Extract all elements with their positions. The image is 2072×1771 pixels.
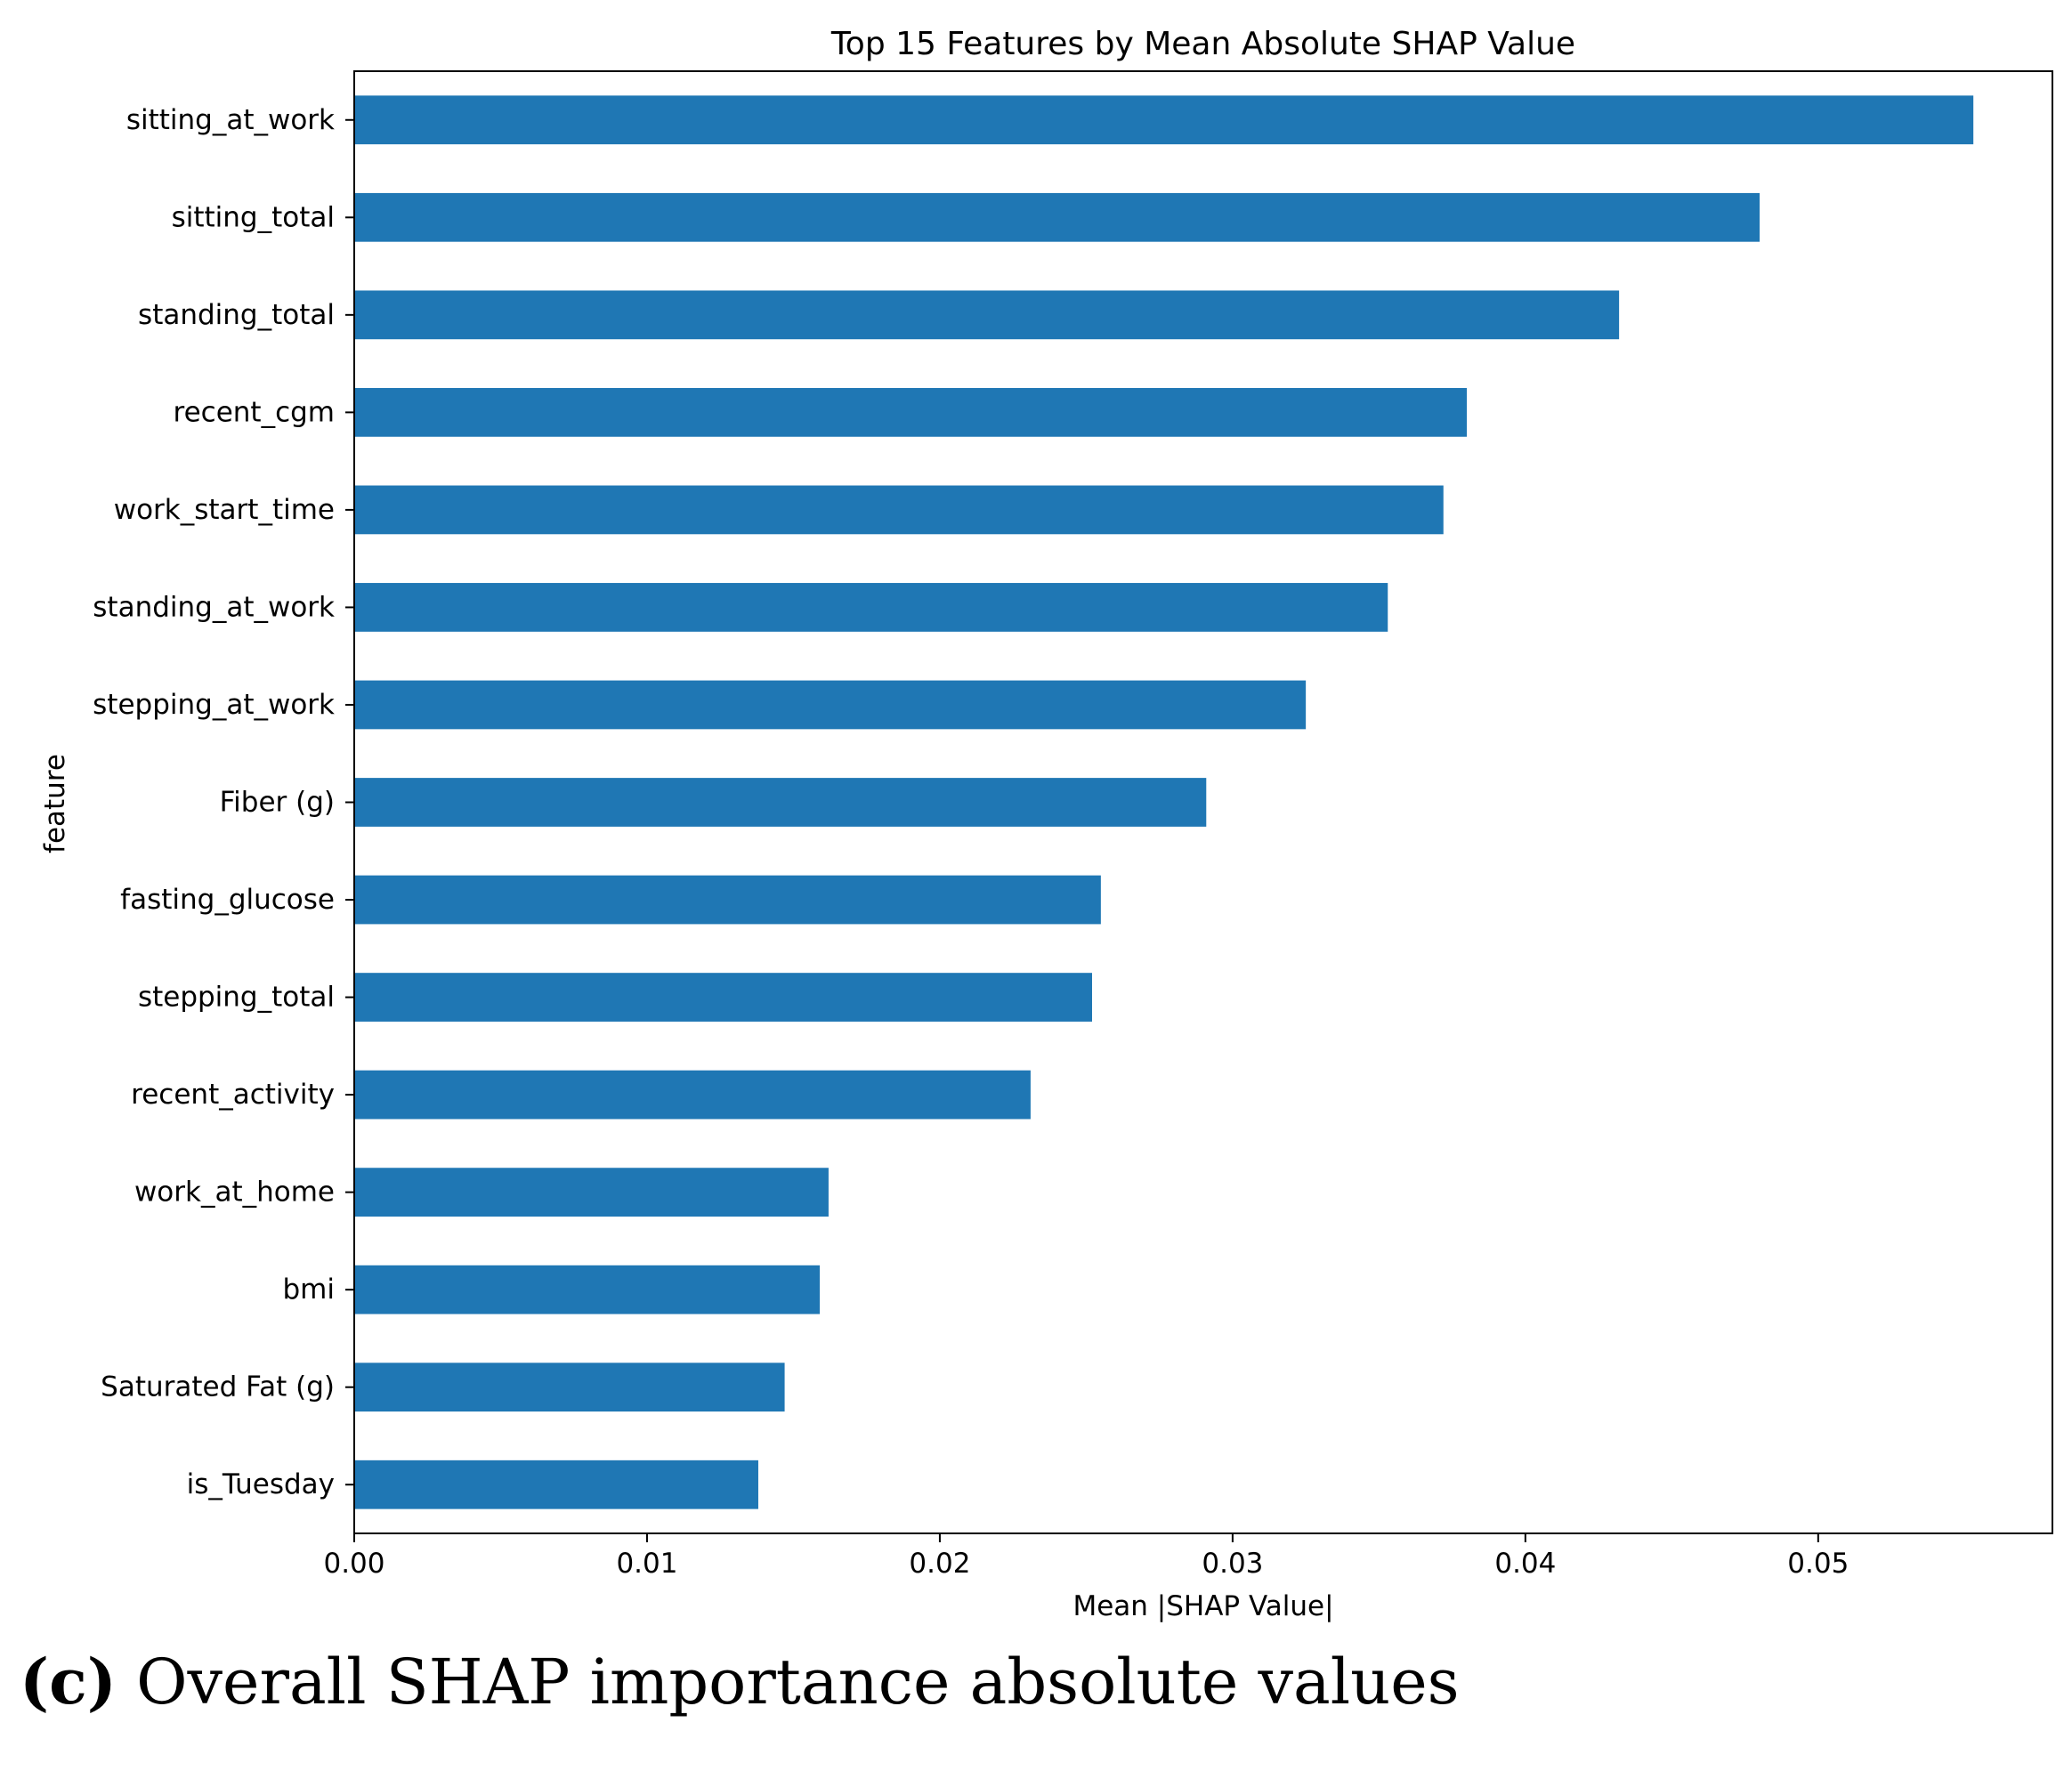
y-tick-label: sitting_total xyxy=(172,201,335,233)
y-tick-label: work_start_time xyxy=(114,494,335,526)
bar-sitting-total xyxy=(354,192,1760,242)
y-tick-label: bmi xyxy=(283,1274,336,1306)
chart-title: Top 15 Features by Mean Absolute SHAP Va… xyxy=(830,26,1575,62)
x-axis-label: Mean |SHAP Value| xyxy=(1072,1590,1333,1622)
bar-recent-cgm xyxy=(354,387,1468,437)
y-tick-label: work_at_home xyxy=(134,1177,335,1209)
y-tick-label: stepping_at_work xyxy=(93,689,335,721)
caption-text: Overall SHAP importance absolute values xyxy=(116,1646,1460,1718)
bar-stepping-total xyxy=(354,973,1092,1022)
bar-stepping-at-work xyxy=(354,680,1307,730)
y-tick-label: standing_total xyxy=(138,299,335,331)
bar-work-start-time xyxy=(354,485,1444,535)
bar-fiber-g xyxy=(354,778,1207,827)
bar-standing-at-work xyxy=(354,583,1388,632)
x-tick-label: 0.03 xyxy=(1202,1548,1263,1580)
bar-fasting-glucose xyxy=(354,875,1101,925)
shap-bar-chart: Top 15 Features by Mean Absolute SHAP Va… xyxy=(39,26,2053,1622)
y-tick-labels: sitting_at_work sitting_total standing_tot… xyxy=(93,104,354,1500)
y-tick-label: sitting_at_work xyxy=(126,104,335,136)
y-tick-label: fasting_glucose xyxy=(120,884,335,916)
bar-recent-activity xyxy=(354,1070,1031,1120)
y-tick-label: is_Tuesday xyxy=(187,1468,335,1500)
bars-group xyxy=(354,95,1974,1509)
x-tick-label: 0.02 xyxy=(909,1548,970,1580)
figure-caption: (c) Overall SHAP importance absolute val… xyxy=(20,1651,1460,1714)
y-tick-label: stepping_total xyxy=(138,982,335,1014)
bar-sitting-at-work xyxy=(354,95,1974,145)
x-tick-label: 0.04 xyxy=(1494,1548,1556,1580)
bar-work-at-home xyxy=(354,1168,829,1217)
bar-saturated-fat-g xyxy=(354,1363,785,1412)
y-tick-label: Saturated Fat (g) xyxy=(101,1371,335,1403)
plot-frame xyxy=(353,70,2053,1534)
y-tick-label: recent_activity xyxy=(131,1079,335,1111)
y-tick-label: Fiber (g) xyxy=(220,787,335,819)
bar-is-tuesday xyxy=(354,1460,758,1509)
x-tick-label: 0.01 xyxy=(616,1548,677,1580)
x-tick-labels: 0.00 0.01 0.02 0.03 0.04 0.05 xyxy=(323,1533,1849,1580)
x-tick-label: 0.05 xyxy=(1787,1548,1849,1580)
y-axis-label: feature xyxy=(39,754,71,853)
bar-standing-total xyxy=(354,290,1620,340)
bar-bmi xyxy=(354,1265,821,1314)
x-tick-label: 0.00 xyxy=(323,1548,384,1580)
y-tick-label: recent_cgm xyxy=(174,396,335,428)
caption-label: (c) xyxy=(20,1645,117,1718)
y-tick-label: standing_at_work xyxy=(93,591,335,623)
